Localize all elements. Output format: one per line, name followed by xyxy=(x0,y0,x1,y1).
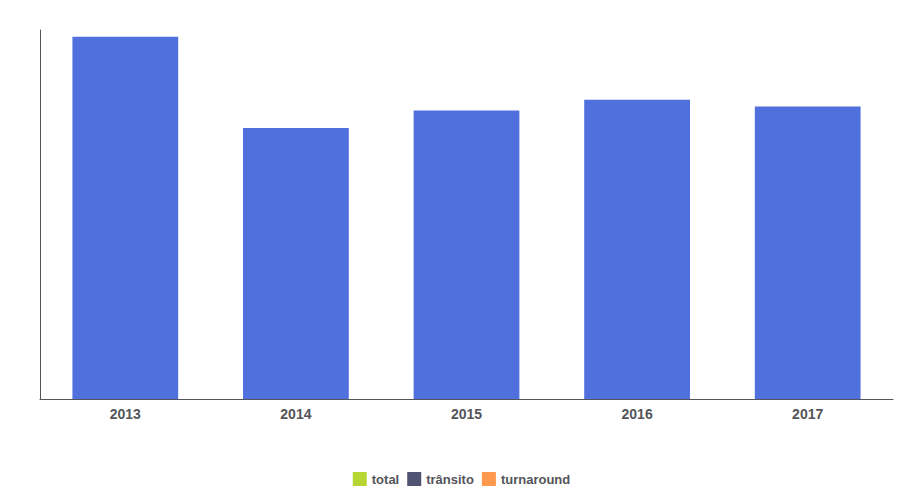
svg-text:2015: 2015 xyxy=(451,406,482,422)
svg-text:2016: 2016 xyxy=(622,406,653,422)
svg-text:total: total xyxy=(372,472,399,487)
svg-text:2013: 2013 xyxy=(110,406,141,422)
svg-text:trânsito: trânsito xyxy=(426,472,474,487)
svg-text:2017: 2017 xyxy=(792,406,823,422)
svg-text:2014: 2014 xyxy=(280,406,311,422)
svg-text:turnaround: turnaround xyxy=(501,472,570,487)
